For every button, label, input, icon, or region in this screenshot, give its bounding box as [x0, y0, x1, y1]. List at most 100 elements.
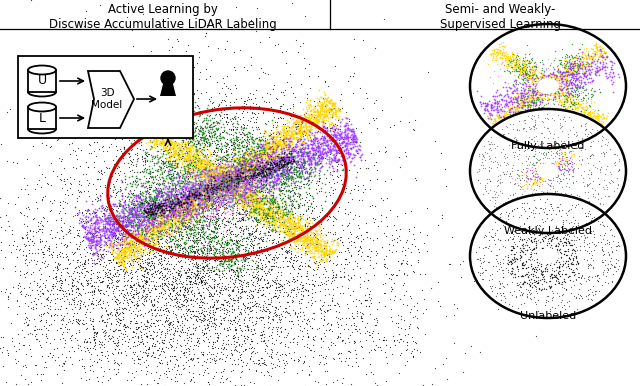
Point — [86, 230, 96, 237]
Point — [458, 257, 468, 264]
Point — [298, 216, 308, 222]
Point — [204, 157, 214, 163]
Point — [194, 184, 204, 190]
Point — [532, 88, 543, 95]
Point — [580, 112, 590, 118]
Point — [113, 203, 123, 209]
Point — [290, 220, 300, 226]
Point — [131, 111, 141, 117]
Point — [244, 187, 255, 193]
Point — [214, 161, 224, 167]
Point — [156, 215, 166, 221]
Point — [200, 202, 211, 208]
Point — [228, 176, 239, 182]
Point — [505, 69, 515, 76]
Point — [157, 214, 168, 220]
Point — [602, 261, 612, 267]
Point — [104, 144, 114, 151]
Point — [183, 148, 193, 154]
Point — [289, 120, 300, 126]
Point — [225, 259, 236, 265]
Point — [215, 287, 225, 293]
Point — [222, 158, 232, 164]
Point — [255, 150, 265, 156]
Point — [147, 117, 157, 123]
Point — [40, 193, 50, 199]
Point — [253, 205, 264, 211]
Point — [169, 211, 179, 217]
Point — [566, 64, 576, 70]
Point — [123, 101, 133, 107]
Point — [555, 69, 565, 75]
Point — [500, 57, 510, 63]
Point — [288, 214, 298, 220]
Point — [167, 211, 177, 217]
Point — [140, 134, 150, 140]
Point — [120, 248, 131, 254]
Point — [320, 78, 330, 84]
Point — [327, 297, 337, 303]
Point — [274, 205, 284, 211]
Point — [307, 237, 317, 243]
Point — [242, 323, 252, 330]
Point — [164, 193, 174, 199]
Point — [121, 218, 131, 225]
Point — [172, 195, 182, 201]
Point — [271, 208, 282, 214]
Point — [239, 197, 250, 203]
Point — [177, 206, 187, 212]
Point — [346, 381, 356, 386]
Point — [68, 299, 79, 305]
Point — [168, 203, 179, 209]
Point — [56, 177, 66, 183]
Point — [156, 233, 166, 239]
Point — [335, 142, 345, 148]
Point — [211, 225, 221, 231]
Point — [31, 261, 42, 267]
Point — [218, 174, 228, 181]
Point — [218, 250, 228, 256]
Point — [559, 64, 570, 71]
Point — [495, 237, 505, 243]
Point — [148, 349, 158, 355]
Point — [246, 335, 257, 342]
Point — [130, 245, 140, 251]
Point — [200, 177, 211, 183]
Point — [193, 202, 204, 208]
Point — [266, 154, 276, 161]
Point — [216, 98, 226, 105]
Point — [4, 106, 15, 112]
Point — [129, 127, 139, 134]
Point — [262, 189, 273, 195]
Point — [209, 234, 220, 240]
Point — [239, 161, 250, 168]
Point — [144, 170, 154, 176]
Point — [135, 193, 145, 200]
Point — [81, 309, 92, 315]
Point — [106, 193, 116, 199]
Point — [284, 257, 294, 264]
Point — [497, 97, 508, 103]
Point — [508, 105, 518, 112]
Point — [143, 266, 154, 272]
Point — [234, 173, 244, 179]
Point — [556, 120, 566, 126]
Point — [137, 136, 147, 142]
Point — [232, 181, 242, 188]
Point — [250, 151, 260, 157]
Point — [594, 181, 604, 187]
Point — [365, 247, 376, 254]
Point — [100, 332, 111, 339]
Point — [387, 350, 397, 357]
Point — [204, 202, 214, 208]
Point — [189, 107, 200, 113]
Point — [131, 285, 141, 291]
Point — [221, 254, 231, 260]
Point — [195, 148, 205, 154]
Point — [292, 178, 303, 184]
Point — [207, 100, 217, 106]
Point — [230, 168, 241, 174]
Point — [190, 263, 200, 269]
Point — [117, 96, 127, 103]
Point — [132, 113, 142, 119]
